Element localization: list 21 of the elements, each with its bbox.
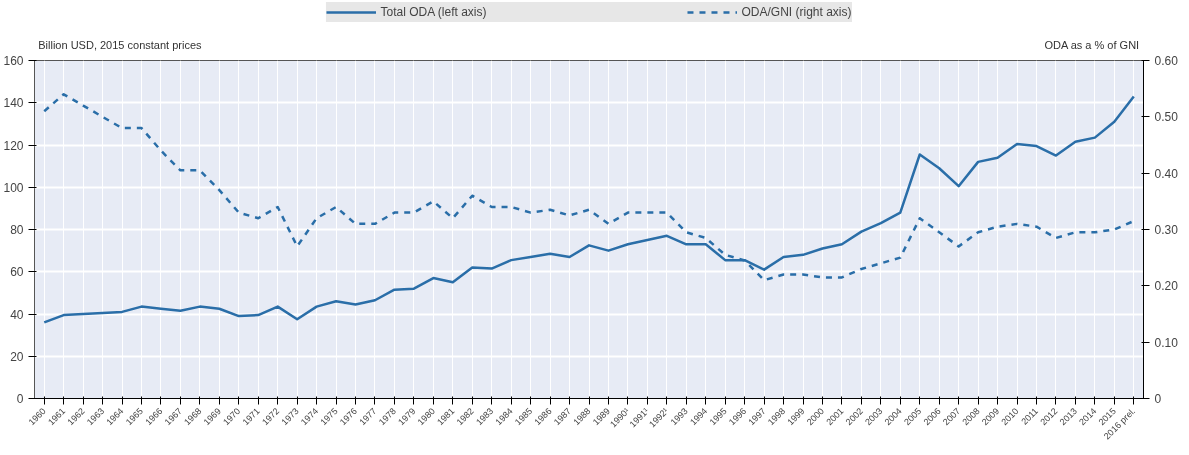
y-tick-label: 0 (16, 392, 24, 406)
y-tick-label: 160 (3, 54, 24, 68)
y-tick-label: 80 (10, 223, 24, 237)
y2-axis-title: ODA as a % of GNI (1044, 38, 1140, 51)
legend-label: Total ODA (left axis) (380, 5, 487, 19)
y-tick-label: 60 (10, 265, 24, 280)
y-tick-label: 100 (3, 180, 24, 195)
line-series (42, 95, 1136, 324)
legend-label: ODA/GNI (right axis) (741, 5, 852, 19)
y-tick-label: 20 (10, 349, 24, 364)
y-tick-label: 120 (3, 138, 24, 153)
y2-tick-label: 0 (1154, 392, 1162, 406)
y2-tick-label: 0.20 (1154, 279, 1179, 294)
y-axis-title: Billion USD, 2015 constant prices (38, 38, 203, 51)
y-tick-label: 140 (3, 96, 24, 111)
y2-tick-label: 0.10 (1154, 335, 1179, 350)
y2-tick-label: 0.30 (1154, 223, 1179, 237)
y2-tick-label: 0.50 (1154, 110, 1179, 125)
y2-tick-label: 0.40 (1154, 166, 1179, 181)
y2-tick-label: 0.60 (1154, 54, 1179, 68)
y-tick-label: 40 (10, 307, 24, 322)
